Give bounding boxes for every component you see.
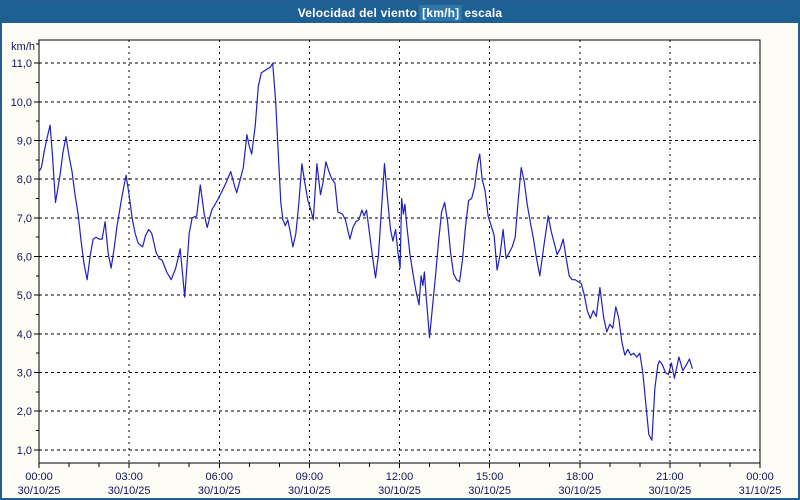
y-tick-label: 8,0 [17, 174, 32, 186]
x-tick-date-label: 30/10/25 [18, 485, 61, 497]
chart-title-unit-badge: [km/h] [419, 4, 463, 21]
x-tick-time-label: 15:00 [476, 471, 504, 483]
wind-speed-line [38, 62, 693, 441]
x-tick-time-label: 06:00 [205, 471, 233, 483]
x-tick-time-label: 09:00 [296, 471, 324, 483]
x-tick-date-label: 31/10/25 [739, 485, 782, 497]
y-tick-label: 7,0 [17, 213, 32, 225]
y-tick-label: 6,0 [17, 252, 32, 264]
y-tick-label: 5,0 [17, 290, 32, 302]
y-tick-label: 3,0 [17, 368, 32, 380]
x-tick-time-label: 18:00 [566, 471, 594, 483]
y-tick-label: 11,0 [11, 58, 32, 70]
y-axis-unit-label: km/h [11, 41, 35, 53]
x-tick-time-label: 21:00 [656, 471, 684, 483]
plot-frame [38, 39, 761, 464]
y-tick-label: 9,0 [17, 136, 32, 148]
chart-title-bar: Velocidad del viento [km/h] escala [2, 2, 798, 23]
x-tick-date-label: 30/10/25 [378, 485, 421, 497]
y-tick-label: 2,0 [17, 406, 32, 418]
x-tick-date-label: 30/10/25 [468, 485, 511, 497]
y-tick-label: 4,0 [17, 329, 32, 341]
x-tick-time-label: 12:00 [386, 471, 414, 483]
x-tick-date-label: 30/10/25 [648, 485, 691, 497]
chart-title-suffix: escala [464, 5, 503, 20]
x-tick-time-label: 00:00 [746, 471, 774, 483]
y-tick-label: 1,0 [17, 445, 32, 457]
x-tick-time-label: 03:00 [115, 471, 143, 483]
x-tick-date-label: 30/10/25 [108, 485, 151, 497]
chart-title-prefix: Velocidad del viento [297, 5, 418, 20]
x-tick-date-label: 30/10/25 [198, 485, 241, 497]
x-tick-time-label: 00:00 [25, 471, 53, 483]
x-tick-date-label: 30/10/25 [558, 485, 601, 497]
y-tick-label: 10,0 [11, 97, 32, 109]
x-tick-date-label: 30/10/25 [288, 485, 331, 497]
